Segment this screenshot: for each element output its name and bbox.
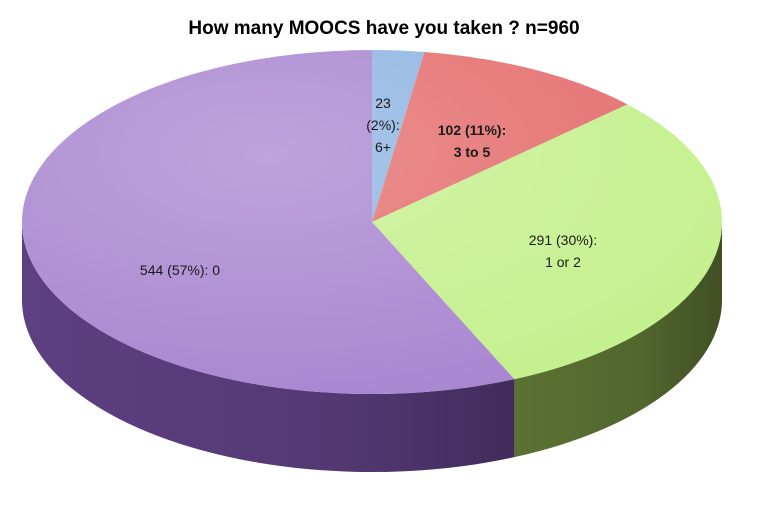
pie-side-shade [514, 222, 722, 458]
slice-label: 291 (30%): 1 or 2 [529, 232, 597, 270]
slice-label: 23 (2%): 6+ [366, 95, 399, 155]
pie-side-shade [22, 222, 515, 472]
slice-label: 544 (57%): 0 [140, 262, 220, 278]
chart-title: How many MOOCS have you taken ? n=960 [188, 18, 580, 39]
slice-label: 102 (11%): 3 to 5 [438, 122, 506, 160]
pie-top-shine [22, 50, 722, 394]
